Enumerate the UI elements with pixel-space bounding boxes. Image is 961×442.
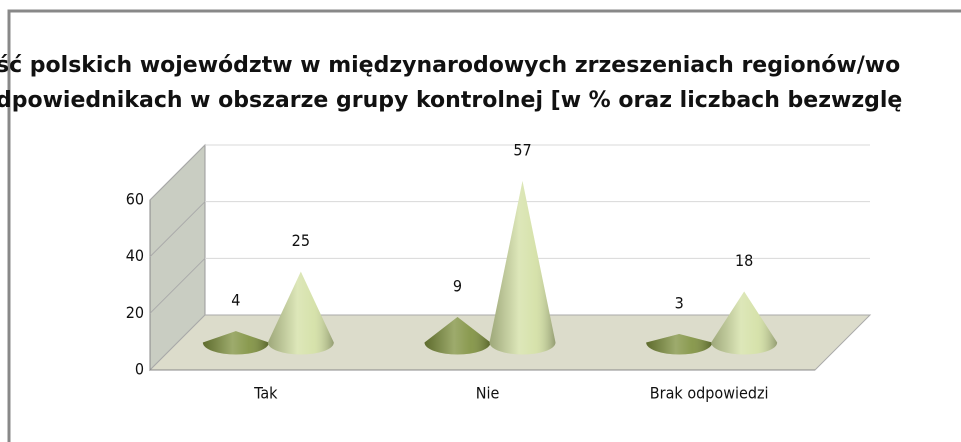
value-label: 25 (292, 231, 310, 250)
grid-line (149, 257, 206, 314)
cone-shade (711, 291, 778, 355)
cone (267, 271, 334, 355)
cone (711, 291, 778, 355)
x-tick-label: Nie (476, 384, 500, 403)
cone-shade (424, 317, 491, 355)
grid-line (149, 201, 206, 258)
value-label: 57 (513, 141, 531, 160)
y-tick-label: 60 (126, 190, 144, 209)
chart-title: ść polskich województw w międzynarodowyc… (0, 53, 900, 78)
cone (646, 334, 713, 355)
y-tick-label: 0 (135, 360, 144, 379)
x-tick-label: Brak odpowiedzi (650, 384, 769, 403)
value-label: 9 (453, 277, 462, 296)
value-label: 3 (675, 294, 684, 313)
grid-line (149, 144, 206, 201)
cone-shade (267, 271, 334, 355)
cone (489, 181, 556, 355)
cone (424, 317, 491, 355)
value-label: 18 (735, 251, 753, 270)
y-tick-label: 40 (126, 246, 144, 265)
cone-shade (646, 334, 713, 355)
cone-shade (489, 181, 556, 355)
cone-shade (202, 331, 269, 355)
y-tick-label: 20 (126, 303, 144, 322)
chart-title: dpowiednikach w obszarze grupy kontrolne… (0, 88, 902, 113)
value-label: 4 (231, 291, 240, 310)
x-tick-label: Tak (253, 384, 278, 403)
cone (202, 331, 269, 355)
